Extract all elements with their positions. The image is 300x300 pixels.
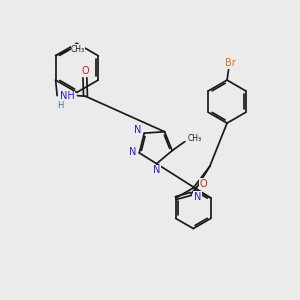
Text: N: N xyxy=(129,147,136,157)
Text: O: O xyxy=(200,179,208,189)
Text: N: N xyxy=(194,192,201,202)
Text: N: N xyxy=(153,165,160,175)
Text: Br: Br xyxy=(225,58,236,68)
Text: O: O xyxy=(81,66,89,76)
Text: CH₃: CH₃ xyxy=(188,134,202,143)
Text: NH: NH xyxy=(60,91,75,101)
Text: N: N xyxy=(134,125,142,135)
Text: H: H xyxy=(58,101,64,110)
Text: CH₃: CH₃ xyxy=(71,45,85,54)
